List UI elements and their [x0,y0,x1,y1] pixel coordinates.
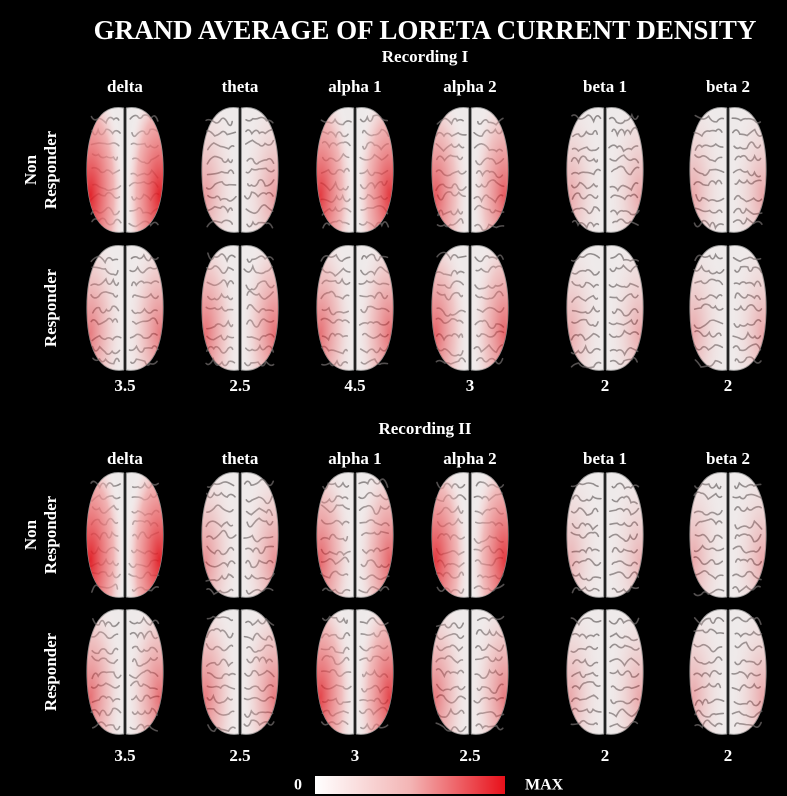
scale-value: 2.5 [229,376,250,395]
colorbar [315,776,505,794]
scale-value: 3.5 [114,376,135,395]
brain [567,473,643,598]
band-label: alpha 2 [443,449,496,468]
brain [317,108,393,233]
band-label: alpha 1 [328,77,381,96]
brain [202,473,278,598]
brain [317,246,393,371]
brain [317,610,393,735]
band-label: beta 1 [583,77,627,96]
brain [202,108,278,233]
recording-label: Recording I [382,47,469,66]
band-label: alpha 2 [443,77,496,96]
brain [87,473,163,598]
scale-value: 2 [601,376,610,395]
brain [690,473,766,598]
colorbar-max: MAX [525,777,564,794]
band-label: delta [107,77,143,96]
scale-value: 3 [466,376,475,395]
brain [432,610,508,735]
brain [567,610,643,735]
brain [87,246,163,371]
brain [87,610,163,735]
scale-value: 3 [351,746,360,765]
colorbar-min: 0 [294,777,302,794]
row-label: Responder [41,130,60,209]
brain [202,246,278,371]
brain [87,108,163,233]
band-label: beta 1 [583,449,627,468]
brain [317,473,393,598]
scale-value: 3.5 [114,746,135,765]
scale-value: 4.5 [344,376,365,395]
band-label: theta [222,449,259,468]
row-label: Non [21,154,40,185]
brain [690,246,766,371]
title: GRAND AVERAGE OF LORETA CURRENT DENSITY [94,15,757,45]
brain [202,610,278,735]
recording-label: Recording II [378,419,471,438]
scale-value: 2.5 [229,746,250,765]
scale-value: 2 [724,746,733,765]
row-label: Responder [41,632,60,711]
brain [432,108,508,233]
brain [690,610,766,735]
row-label: Responder [41,268,60,347]
band-label: theta [222,77,259,96]
brain [567,108,643,233]
band-label: delta [107,449,143,468]
band-label: beta 2 [706,449,750,468]
brain [432,246,508,371]
scale-value: 2 [724,376,733,395]
row-label: Non [21,519,40,550]
figure: GRAND AVERAGE OF LORETA CURRENT DENSITY … [0,0,787,796]
brain [432,473,508,598]
brain [690,108,766,233]
row-label: Responder [41,495,60,574]
scale-value: 2 [601,746,610,765]
band-label: beta 2 [706,77,750,96]
band-label: alpha 1 [328,449,381,468]
scale-value: 2.5 [459,746,480,765]
brain [567,246,643,371]
